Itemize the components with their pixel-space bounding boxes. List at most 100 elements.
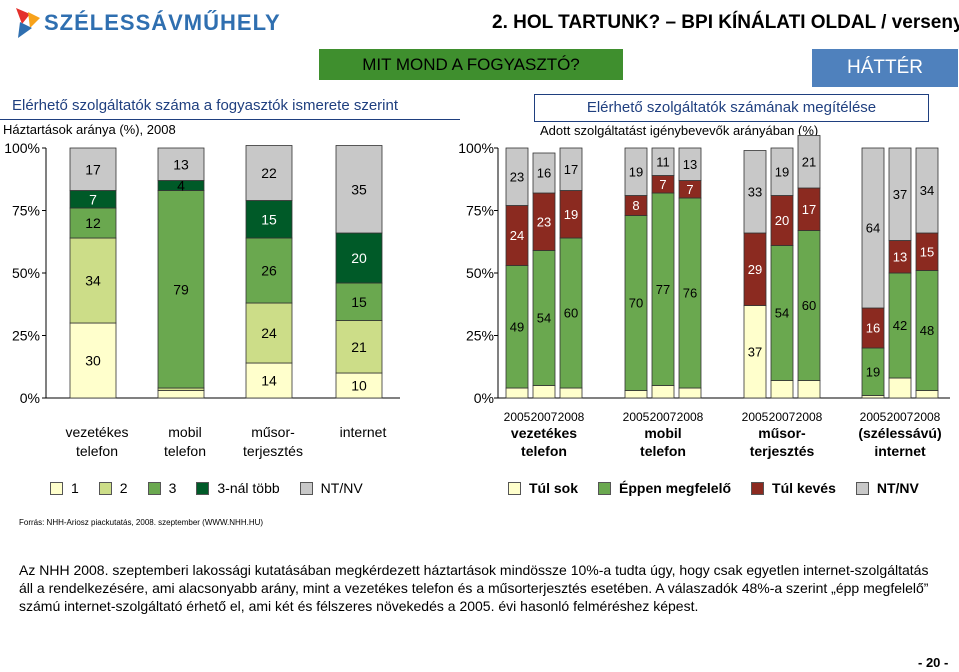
legend-swatch-ntnv-right <box>855 481 869 495</box>
data-label: 79 <box>173 281 189 297</box>
y-tick-label: 0% <box>20 390 40 406</box>
data-label: 76 <box>683 286 697 301</box>
category-label: műsor- <box>251 424 295 440</box>
source-note: Forrás: NHH-Ariosz piackutatás, 2008. sz… <box>19 518 264 527</box>
category-label: internet <box>340 424 387 440</box>
y-tick-label: 100% <box>4 140 40 156</box>
category-label: vezetékes <box>65 424 128 440</box>
bar-segment <box>69 322 117 399</box>
data-label: 16 <box>537 166 551 181</box>
right-chart-title: Elérhető szolgáltatók számának megítélés… <box>534 94 929 122</box>
legend-swatch-too-few <box>751 481 765 495</box>
legend-label: Túl kevés <box>772 480 836 496</box>
legend-item-more: 3-nál több <box>196 480 280 496</box>
background-tab: HÁTTÉR <box>812 49 958 87</box>
data-label: 20 <box>775 213 789 228</box>
y-tick-label: 25% <box>466 328 494 344</box>
bar-segment <box>157 390 205 399</box>
category-label: telefon <box>521 443 567 459</box>
bar-segment <box>678 387 702 399</box>
legend-label: Túl sok <box>529 480 579 496</box>
logo-icon <box>16 8 40 38</box>
bar-segment <box>157 147 205 181</box>
data-label: 23 <box>537 214 551 229</box>
data-label: 13 <box>893 249 907 264</box>
data-label: 42 <box>893 318 907 333</box>
bar-segment <box>335 372 383 399</box>
bar-segment <box>888 147 912 241</box>
data-label: 16 <box>866 321 880 336</box>
data-label: 21 <box>802 154 816 169</box>
category-label: terjesztés <box>750 443 815 459</box>
data-label: 13 <box>683 157 697 172</box>
year-label: 2008 <box>914 410 941 424</box>
bar-segment <box>532 152 556 194</box>
legend-label: 1 <box>71 480 79 496</box>
bar-segment <box>559 147 583 191</box>
category-label: telefon <box>640 443 686 459</box>
data-label: 34 <box>85 273 101 289</box>
year-label: 2007 <box>887 410 914 424</box>
data-label: 15 <box>261 211 277 227</box>
data-label: 37 <box>748 344 762 359</box>
legend-item-3: 3 <box>147 480 177 496</box>
data-label: 33 <box>748 184 762 199</box>
category-label: mobil <box>644 425 681 441</box>
bar-segment <box>245 362 293 399</box>
bar-segment <box>861 147 885 309</box>
year-label: 2007 <box>769 410 796 424</box>
data-label: 35 <box>351 181 367 197</box>
legend-item-too-much: Túl sok <box>508 480 578 496</box>
data-label: 7 <box>89 191 97 207</box>
legend-label: 3-nál több <box>217 480 280 496</box>
left-chart-title: Elérhető szolgáltatók száma a fogyasztók… <box>12 97 399 114</box>
bar-segment <box>69 147 117 191</box>
legend-swatch-too-much <box>508 481 521 495</box>
data-label: 21 <box>351 339 367 355</box>
bar-segment <box>69 237 117 324</box>
bar-segment <box>651 147 675 176</box>
year-label: 2007 <box>531 410 558 424</box>
data-label: 12 <box>85 215 101 231</box>
left-title-divider <box>0 119 460 120</box>
bar-segment <box>245 302 293 364</box>
bar-segment <box>532 385 556 399</box>
legend-label: NT/NV <box>320 480 363 496</box>
data-label: 7 <box>686 182 693 197</box>
data-label: 64 <box>866 221 880 236</box>
right-chart-subtitle: Adott szolgáltatást igénybevevők arányáb… <box>540 123 819 138</box>
bar-segment <box>624 390 648 399</box>
data-label: 8 <box>632 198 639 213</box>
data-label: 24 <box>510 228 524 243</box>
year-label: 2008 <box>558 410 585 424</box>
bar-segment <box>335 232 383 284</box>
legend-swatch-2 <box>98 481 112 495</box>
y-tick-label: 75% <box>12 203 40 219</box>
legend-item-ntnv-right: NT/NV <box>855 480 919 496</box>
page-number: - 20 - <box>918 655 949 670</box>
bar-segment <box>157 190 205 389</box>
data-label: 17 <box>802 202 816 217</box>
data-label: 7 <box>659 177 666 192</box>
year-label: 2007 <box>650 410 677 424</box>
y-tick-label: 0% <box>474 390 494 406</box>
data-label: 19 <box>866 364 880 379</box>
bar-segment <box>505 387 529 399</box>
bar-segment <box>770 380 794 399</box>
bar-segment <box>559 387 583 399</box>
legend-label: 3 <box>168 480 177 496</box>
bar-segment <box>915 147 939 234</box>
bar-segment <box>505 147 529 206</box>
y-tick-label: 100% <box>458 140 494 156</box>
data-label: 24 <box>261 325 277 341</box>
data-label: 54 <box>775 306 789 321</box>
data-label: 30 <box>85 353 101 369</box>
bar-segment <box>888 377 912 399</box>
y-tick-label: 75% <box>466 203 494 219</box>
legend-label: Éppen megfelelő <box>619 480 732 496</box>
bar-segment <box>797 380 821 399</box>
year-label: 2008 <box>677 410 704 424</box>
body-paragraph: Az NHH 2008. szeptemberi lakossági kutat… <box>19 562 929 614</box>
data-label: 37 <box>893 187 907 202</box>
bar-segment <box>245 237 293 304</box>
